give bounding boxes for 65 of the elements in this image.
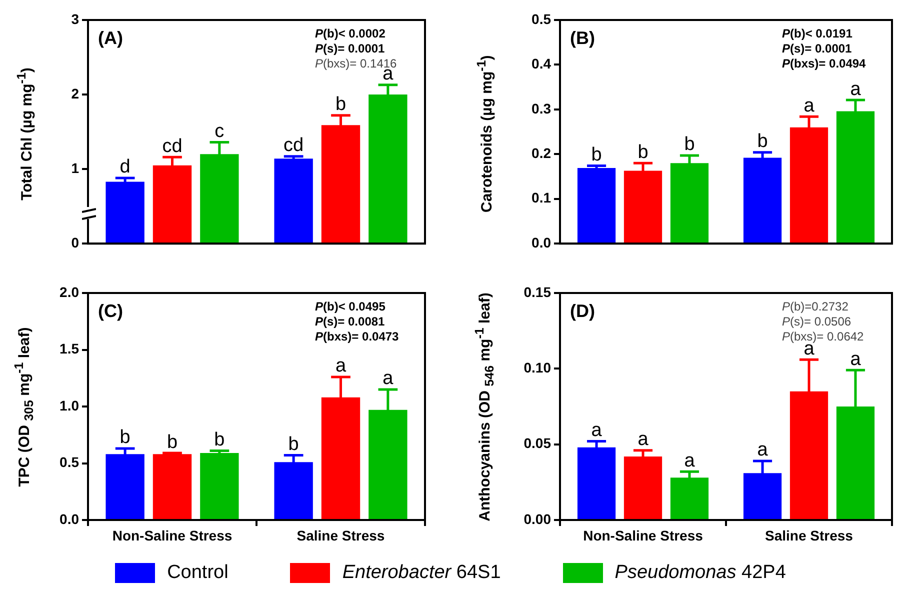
y-tick-label: 1.5 bbox=[60, 340, 80, 357]
annotation: P(b)< 0.0191 bbox=[782, 26, 853, 40]
annotation: P(bxs)= 0.0494 bbox=[782, 56, 866, 70]
bar bbox=[274, 158, 313, 243]
x-tick-label: Non-Saline Stress bbox=[583, 527, 704, 544]
y-tick-label: 0.2 bbox=[532, 145, 552, 162]
annotation: P(b)< 0.0495 bbox=[315, 299, 386, 314]
annotation: P(bxs)= 0.1416 bbox=[315, 56, 398, 70]
chart-title: (A) bbox=[98, 28, 123, 48]
annotation: P(s)= 0.0001 bbox=[782, 41, 852, 56]
x-tick-label: Non-Saline Stress bbox=[112, 527, 232, 544]
y-tick-label: 0.1 bbox=[532, 190, 552, 206]
chart-title: (C) bbox=[98, 300, 123, 321]
y-tick-label: 0.10 bbox=[524, 360, 552, 376]
annotation: P(s)= 0.0001 bbox=[315, 41, 386, 56]
annotation: P(bxs)= 0.0473 bbox=[315, 329, 400, 344]
legend-label: Control bbox=[167, 562, 228, 584]
data-label: b bbox=[684, 134, 695, 156]
data-label: a bbox=[804, 95, 815, 116]
annotation: P(s)= 0.0506 bbox=[782, 314, 852, 328]
y-tick-label: 2 bbox=[71, 85, 80, 102]
data-label: b bbox=[335, 94, 346, 116]
x-tick-label: Saline Stress bbox=[296, 527, 385, 544]
data-label: cd bbox=[162, 136, 182, 157]
data-label: a bbox=[757, 440, 768, 461]
legend-label: Enterobacter 64S1 bbox=[342, 562, 501, 584]
text: (D) bbox=[570, 300, 595, 321]
x-tick-label: Saline Stress bbox=[765, 527, 854, 544]
y-tick-label: 0.4 bbox=[532, 56, 552, 72]
data-label: a bbox=[684, 450, 696, 472]
data-label: b bbox=[591, 144, 602, 166]
data-label: cd bbox=[284, 135, 304, 156]
y-tick-label: 3 bbox=[71, 10, 80, 27]
text: (B) bbox=[570, 28, 595, 48]
data-label: d bbox=[120, 156, 130, 178]
data-label: a bbox=[335, 356, 346, 377]
y-tick-label: 1.0 bbox=[60, 397, 80, 414]
data-label: a bbox=[850, 348, 862, 370]
data-label: b bbox=[638, 142, 648, 163]
y-tick-label: 1 bbox=[71, 160, 80, 176]
y-tick-label: 0.3 bbox=[532, 100, 552, 116]
y-tick-label: 0.5 bbox=[60, 454, 80, 470]
y-tick-label: 0.0 bbox=[532, 234, 552, 250]
data-label: b bbox=[288, 434, 299, 456]
annotation: P(b)< 0.0002 bbox=[315, 26, 386, 40]
data-label: b bbox=[120, 427, 130, 448]
bar bbox=[577, 168, 616, 243]
legend-label: Pseudomonas 42P4 bbox=[614, 562, 786, 584]
y-tick-label: 2.0 bbox=[60, 284, 80, 300]
data-label: a bbox=[382, 368, 394, 390]
data-label: b bbox=[214, 430, 225, 450]
y-tick-label: 0.05 bbox=[524, 435, 552, 452]
data-label: b bbox=[757, 131, 768, 152]
y-tick-label: 0.0 bbox=[60, 510, 80, 527]
data-label: b bbox=[166, 432, 178, 453]
y-tick-label: 0.15 bbox=[524, 284, 552, 300]
data-label: a bbox=[638, 429, 649, 450]
y-tick-label: 0 bbox=[71, 234, 80, 250]
y-tick-label: 0.00 bbox=[524, 510, 552, 527]
data-label: c bbox=[214, 120, 224, 142]
y-tick-label: 0.5 bbox=[532, 10, 552, 27]
data-label: a bbox=[591, 420, 602, 442]
annotation: P(s)= 0.0081 bbox=[315, 314, 386, 328]
data-label: a bbox=[850, 78, 862, 100]
annotation: P(b)=0.2732 bbox=[782, 299, 849, 314]
